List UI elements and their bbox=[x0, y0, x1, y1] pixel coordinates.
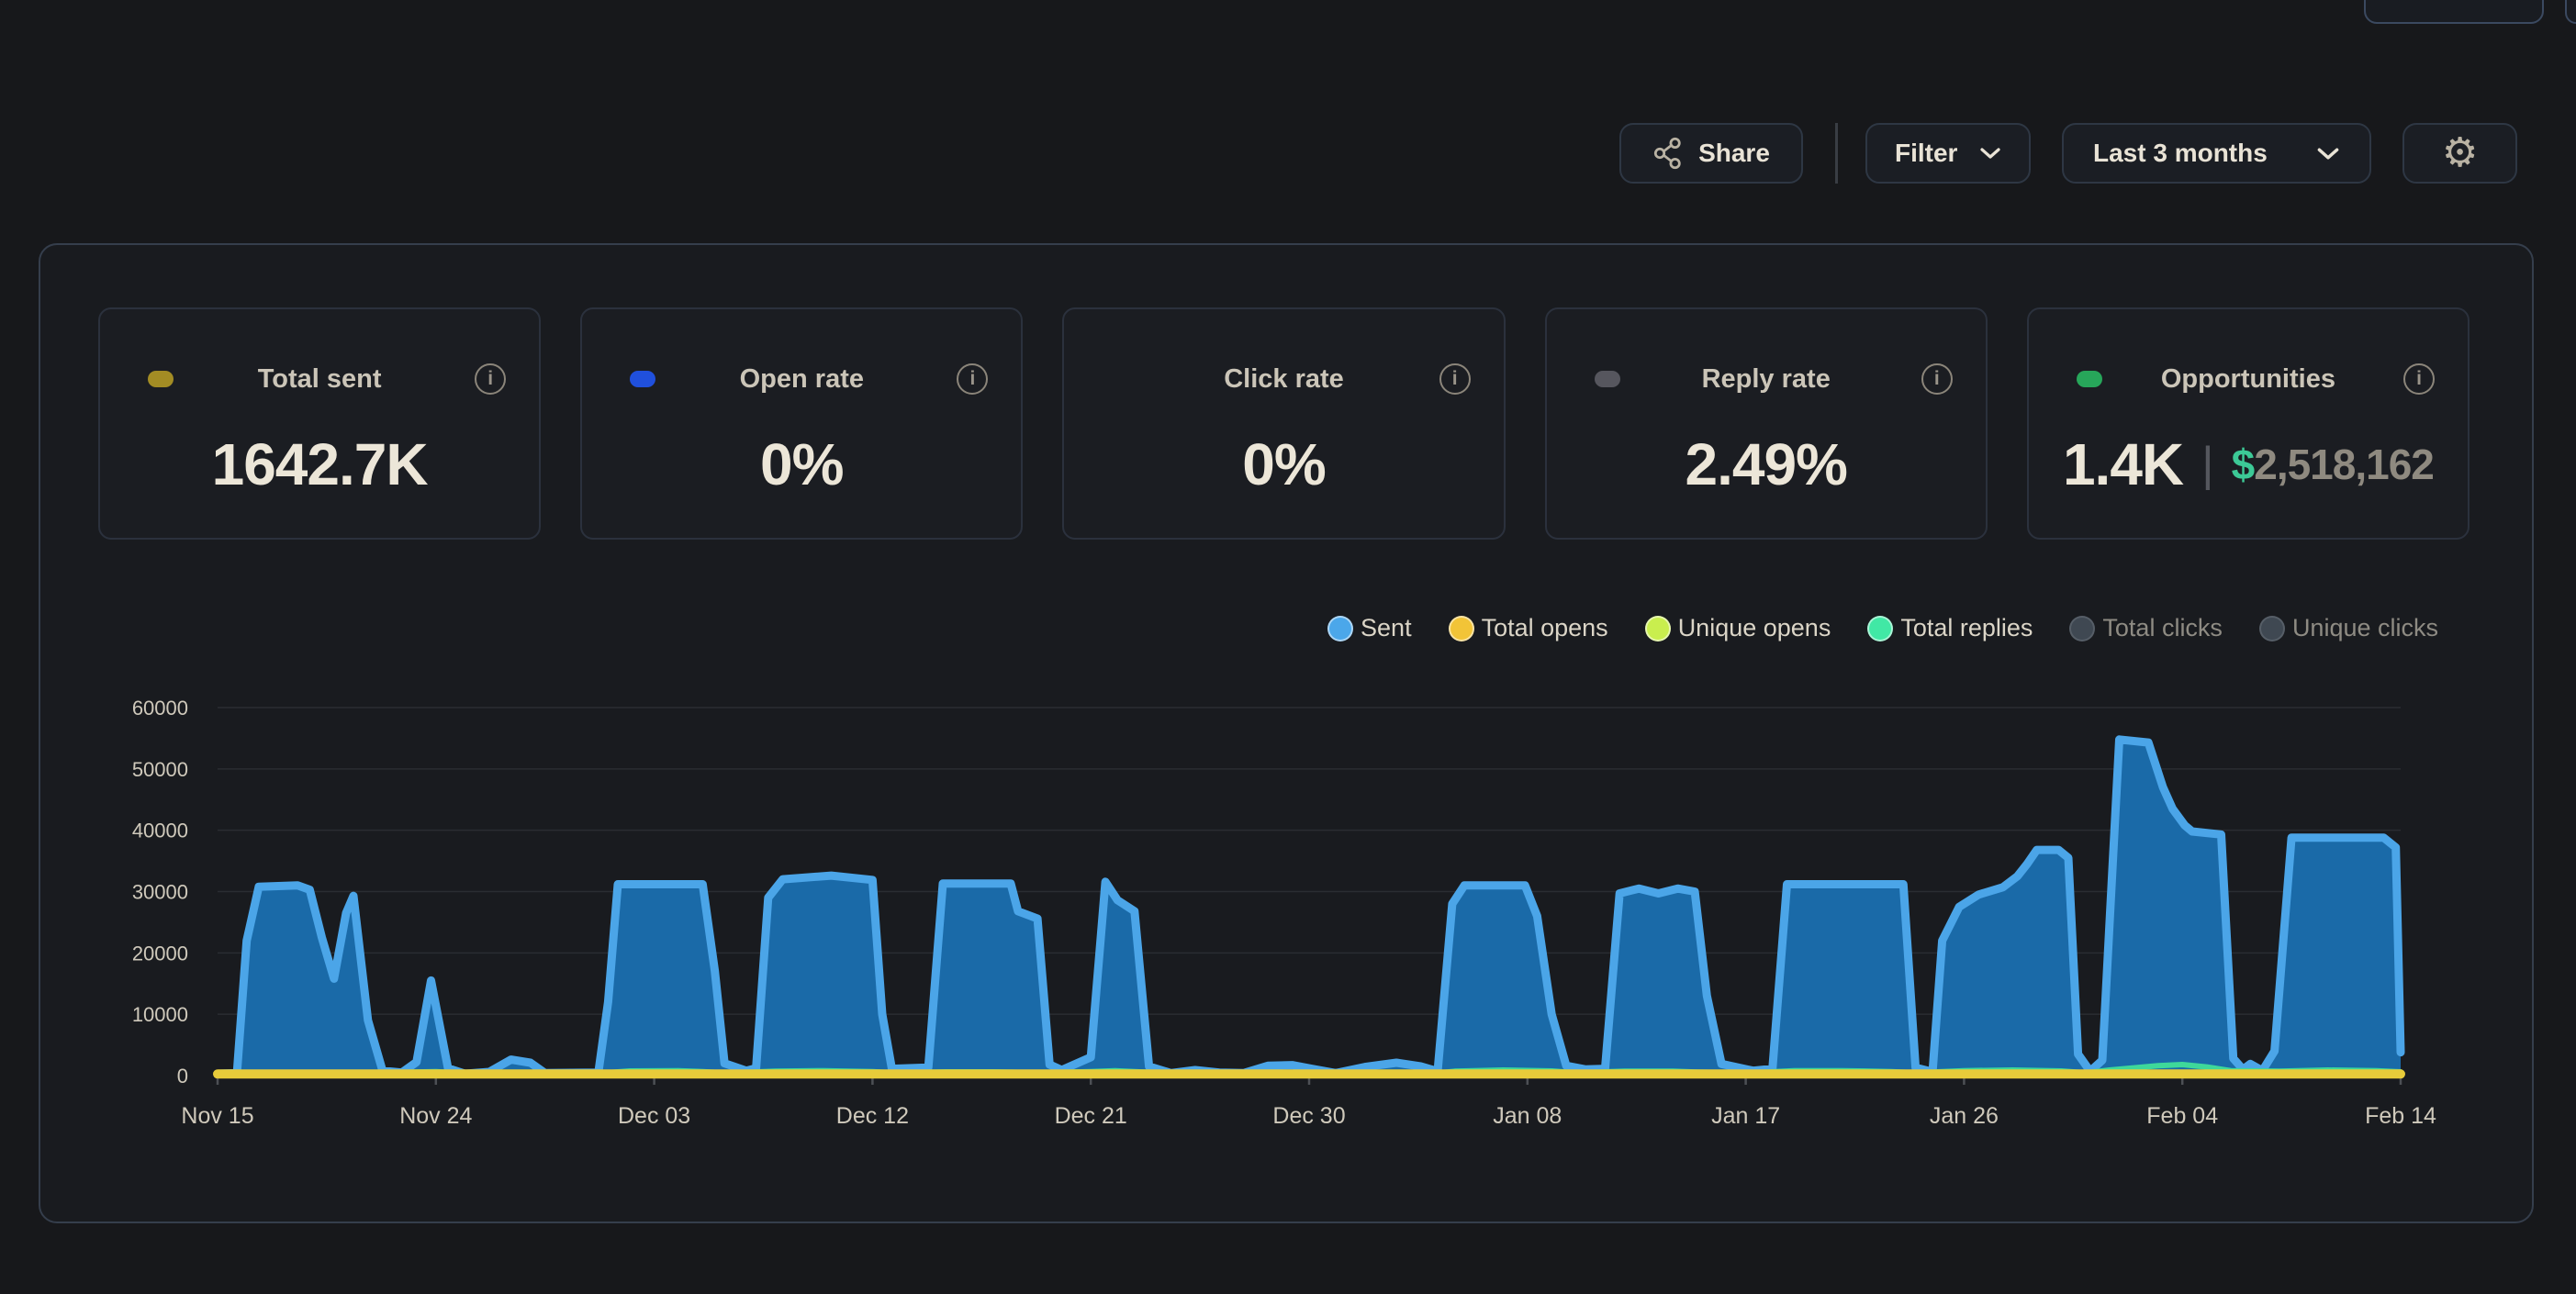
legend-swatch bbox=[1448, 615, 1474, 641]
x-axis-label: Dec 03 bbox=[618, 1103, 690, 1129]
y-axis-label: 0 bbox=[177, 1065, 188, 1088]
opportunities-count: 1.4K bbox=[2062, 431, 2184, 497]
card-value: 2.49% bbox=[1685, 431, 1847, 497]
legend-item-sent[interactable]: Sent bbox=[1327, 614, 1412, 642]
legend-swatch bbox=[1867, 615, 1894, 641]
share-label: Share bbox=[1698, 139, 1770, 167]
card-title: Open rate bbox=[739, 364, 864, 394]
series-dot-open-rate bbox=[630, 371, 656, 387]
legend-swatch bbox=[1644, 615, 1671, 641]
x-axis-label: Jan 26 bbox=[1930, 1103, 1999, 1129]
legend-label: Sent bbox=[1361, 614, 1412, 641]
legend-item-total-opens[interactable]: Total opens bbox=[1448, 614, 1608, 642]
legend-label: Unique clicks bbox=[2291, 614, 2438, 641]
value-separator: | bbox=[2201, 438, 2213, 491]
info-icon[interactable]: i bbox=[1921, 363, 1953, 395]
stat-cards-row: Total sent i 1642.7K Open rate i 0% Clic… bbox=[98, 307, 2470, 540]
y-axis-label: 20000 bbox=[132, 942, 188, 965]
legend-swatch bbox=[2069, 615, 2096, 641]
x-axis-label: Nov 15 bbox=[181, 1103, 253, 1129]
legend-item-unique-opens[interactable]: Unique opens bbox=[1644, 614, 1831, 642]
gear-icon: ⚙ bbox=[2441, 129, 2479, 176]
x-axis-label: Dec 21 bbox=[1055, 1103, 1127, 1129]
info-icon[interactable]: i bbox=[2403, 363, 2436, 395]
clipped-top-pill bbox=[2364, 0, 2544, 24]
series-dot-reply-rate bbox=[1594, 371, 1620, 387]
date-range-value: Last 3 months bbox=[2093, 139, 2268, 167]
series-dot-opportunities bbox=[2076, 371, 2102, 387]
share-icon bbox=[1653, 137, 1681, 170]
currency-symbol: $ bbox=[2231, 441, 2256, 488]
card-title: Total sent bbox=[257, 364, 382, 394]
card-title: Reply rate bbox=[1701, 364, 1831, 394]
y-axis-label: 30000 bbox=[132, 881, 188, 904]
x-axis-label: Nov 24 bbox=[399, 1103, 472, 1129]
info-icon[interactable]: i bbox=[1439, 363, 1471, 395]
filter-label: Filter bbox=[1895, 139, 1958, 167]
x-axis-label: Dec 12 bbox=[836, 1103, 909, 1129]
y-axis-label: 50000 bbox=[132, 758, 188, 781]
card-value: 1642.7K bbox=[211, 431, 429, 497]
legend-label: Total clicks bbox=[2102, 614, 2223, 641]
date-range-select[interactable]: Last 3 months bbox=[2062, 123, 2371, 184]
toolbar-divider bbox=[1835, 123, 1838, 184]
legend-swatch bbox=[2258, 615, 2285, 641]
legend-label: Total opens bbox=[1481, 614, 1608, 641]
opportunities-value: 2,518,162 bbox=[2254, 441, 2435, 488]
x-axis-label: Jan 17 bbox=[1711, 1103, 1780, 1129]
legend-label: Unique opens bbox=[1677, 614, 1831, 641]
info-icon[interactable]: i bbox=[475, 363, 507, 395]
settings-button[interactable]: ⚙ bbox=[2402, 123, 2517, 184]
card-value: 0% bbox=[1242, 431, 1327, 497]
info-icon[interactable]: i bbox=[957, 363, 989, 395]
chevron-down-icon bbox=[2317, 148, 2339, 159]
x-axis-label: Dec 30 bbox=[1272, 1103, 1345, 1129]
legend-item-total-clicks[interactable]: Total clicks bbox=[2069, 614, 2223, 642]
legend-label: Total replies bbox=[1900, 614, 2033, 641]
series-dot-total-sent bbox=[148, 371, 174, 387]
x-axis-label: Feb 04 bbox=[2146, 1103, 2218, 1129]
card-value: 0% bbox=[760, 431, 845, 497]
x-axis-label: Jan 08 bbox=[1493, 1103, 1562, 1129]
series-line-sent bbox=[213, 735, 2405, 1078]
x-axis-label: Feb 14 bbox=[2365, 1103, 2436, 1129]
chevron-down-icon bbox=[1980, 148, 2000, 159]
stat-card-opportunities: Opportunities i 1.4K | $ 2,518,162 bbox=[2026, 307, 2470, 540]
legend-item-unique-clicks[interactable]: Unique clicks bbox=[2258, 614, 2438, 642]
legend-item-total-replies[interactable]: Total replies bbox=[1867, 614, 2033, 642]
chart-legend: Sent Total opens Unique opens Total replies… bbox=[1327, 614, 2438, 642]
y-axis-label: 60000 bbox=[132, 697, 188, 720]
filter-button[interactable]: Filter bbox=[1865, 123, 2031, 184]
legend-swatch bbox=[1327, 615, 1354, 641]
share-button[interactable]: Share bbox=[1619, 123, 1803, 184]
stat-card-open-rate: Open rate i 0% bbox=[580, 307, 1024, 540]
y-axis-label: 40000 bbox=[132, 820, 188, 842]
stat-card-click-rate: Click rate i 0% bbox=[1062, 307, 1506, 540]
card-title: Opportunities bbox=[2160, 364, 2335, 394]
stat-card-total-sent: Total sent i 1642.7K bbox=[98, 307, 542, 540]
card-title: Click rate bbox=[1224, 364, 1344, 394]
stat-card-reply-rate: Reply rate i 2.49% bbox=[1544, 307, 1988, 540]
y-axis-label: 10000 bbox=[132, 1003, 188, 1026]
